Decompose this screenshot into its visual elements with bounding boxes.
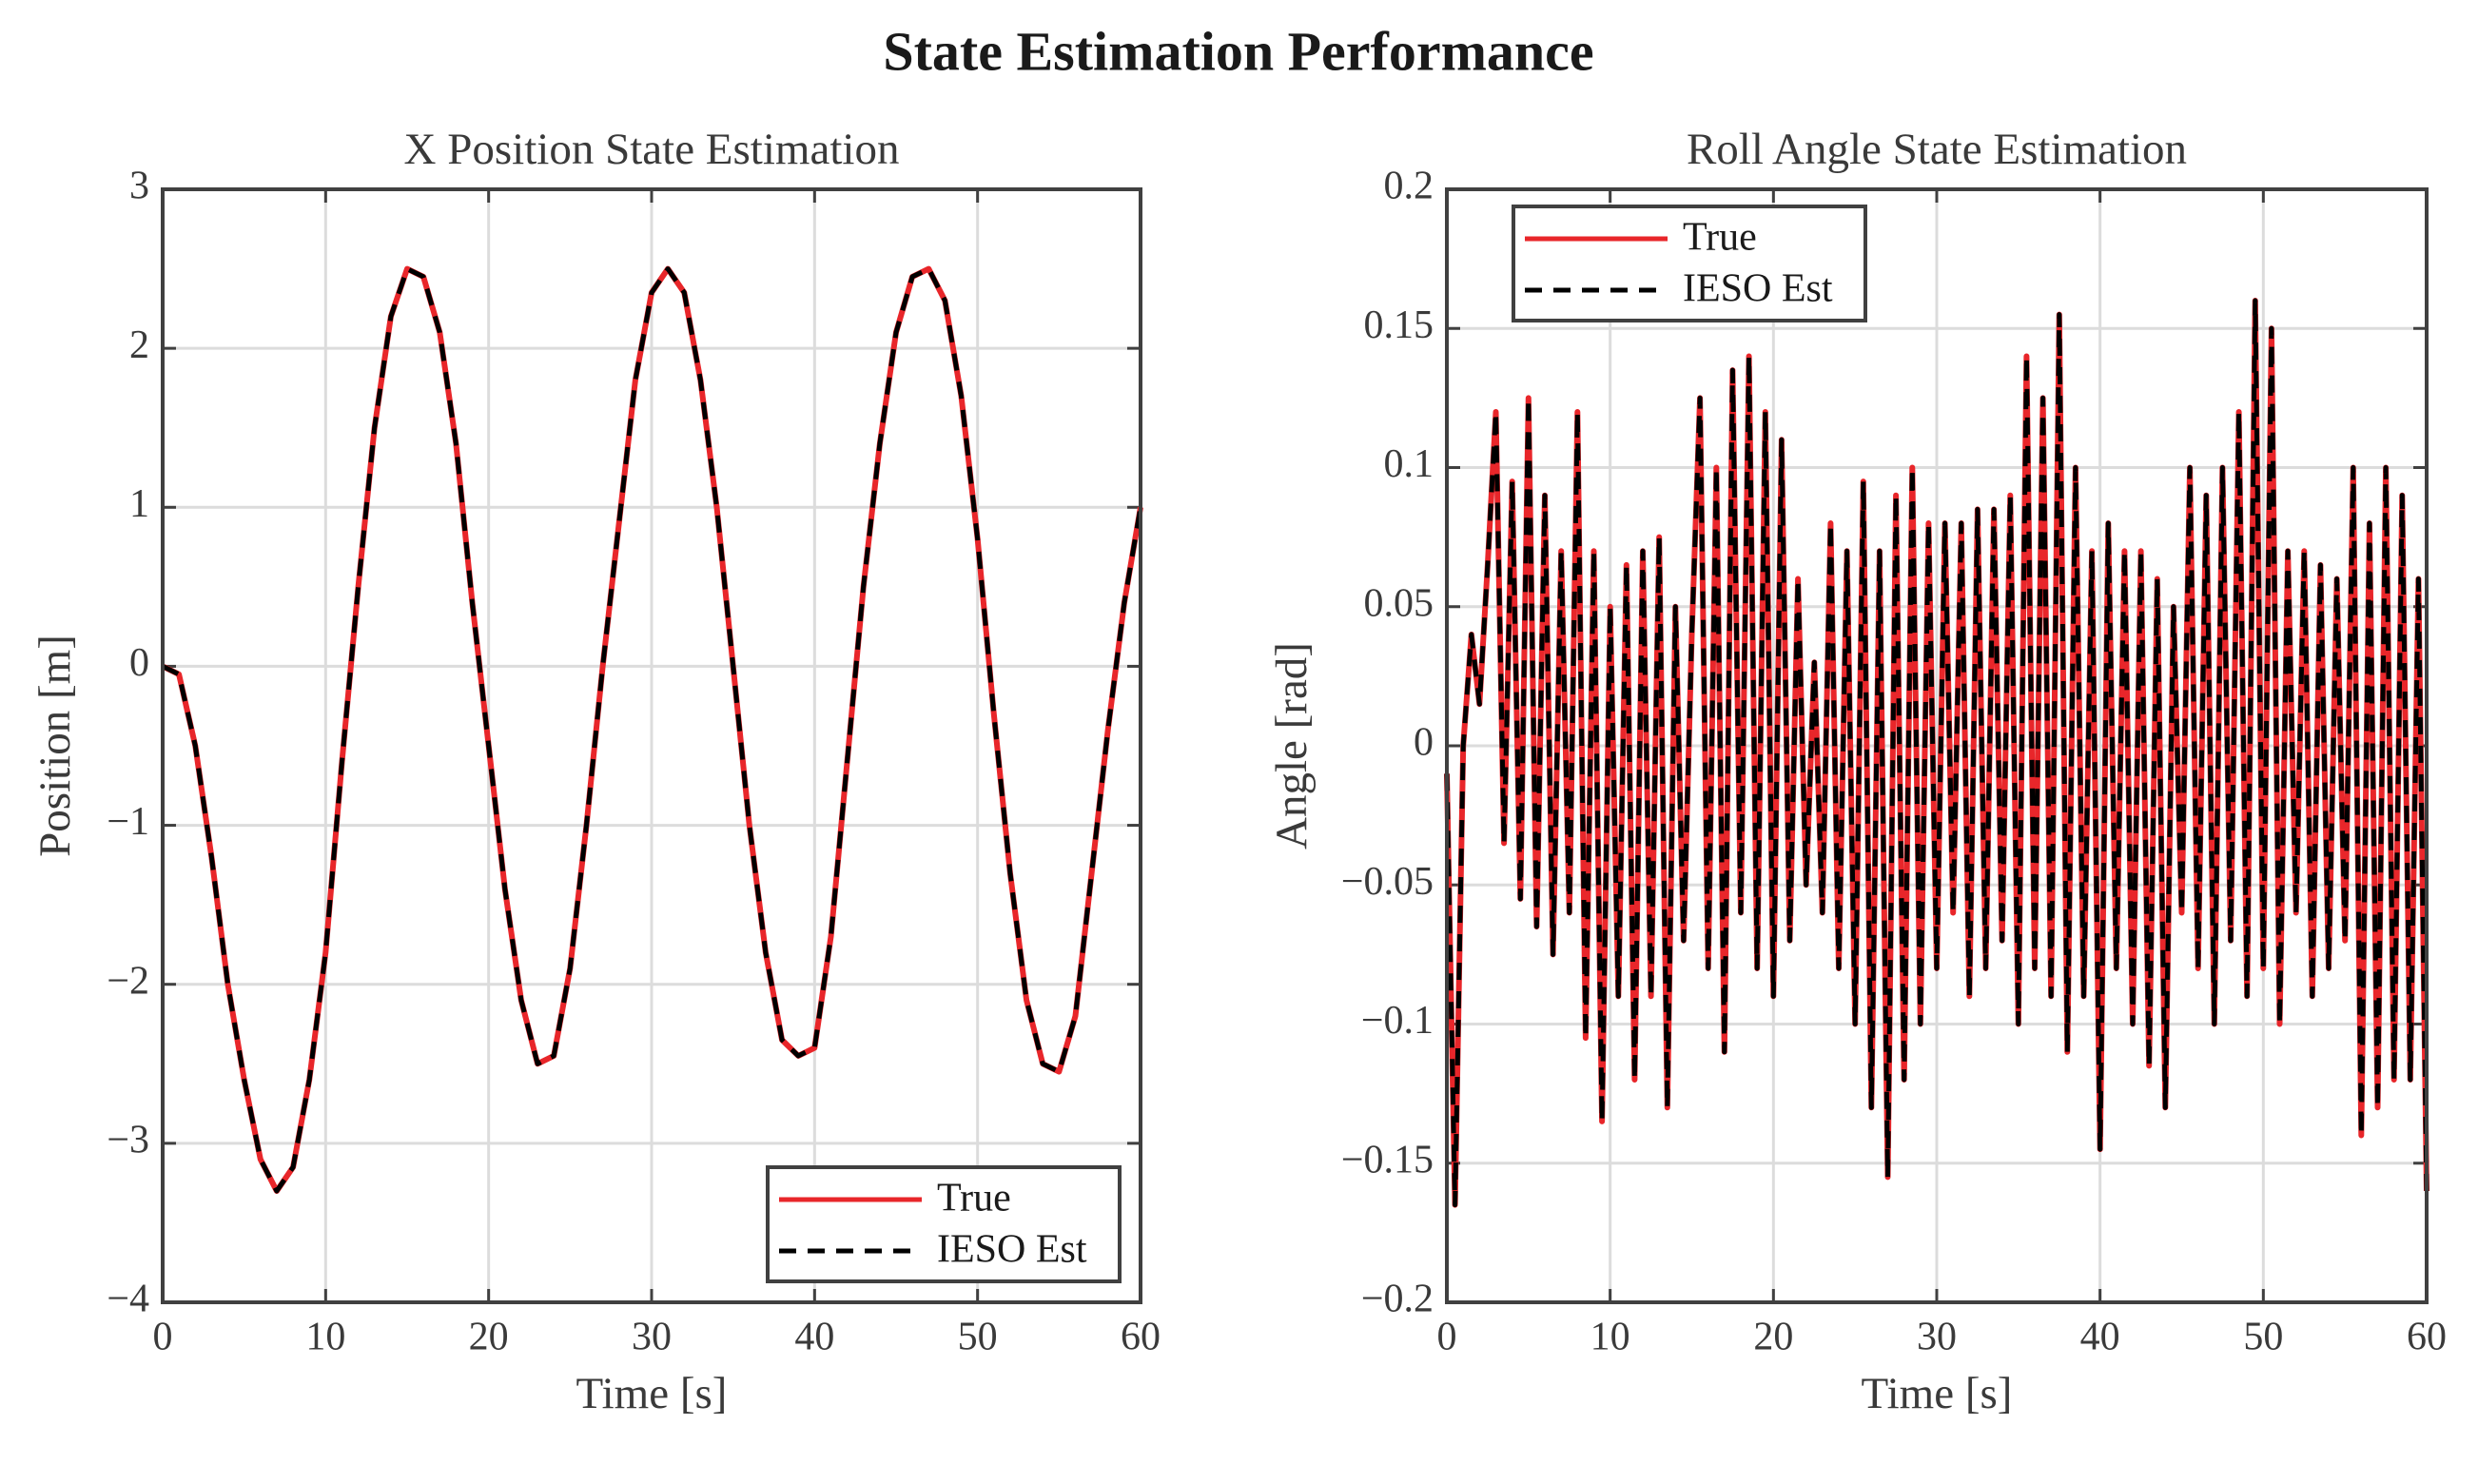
x-tick-label: 50 [2243,1316,2283,1359]
axes-title: Roll Angle State Estimation [1687,125,2187,174]
y-axis-label: Position [m] [30,635,80,857]
x-tick-label: 60 [2407,1316,2447,1359]
x-tick-label: 40 [2080,1316,2120,1359]
y-tick-label: −0.05 [1341,860,1434,904]
y-tick-label: 0.05 [1364,581,1434,625]
y-tick-label: −2 [107,959,149,1003]
x-axis-label: Time [s] [1862,1369,2013,1418]
y-tick-label: 3 [129,165,149,208]
axes-frame [161,187,1142,1304]
y-tick-label: 0 [1414,721,1434,765]
legend-label: True [1683,216,1757,260]
x-tick-label: 50 [958,1316,998,1359]
figure-title: State Estimation Performance [883,20,1593,82]
x-tick-label: 30 [1917,1316,1957,1359]
x-tick-label: 60 [1121,1316,1161,1359]
y-tick-label: −3 [107,1118,149,1162]
x-tick-label: 20 [1753,1316,1793,1359]
y-tick-label: −0.15 [1341,1138,1434,1181]
y-tick-label: 0.1 [1384,442,1434,486]
x-axis-label: Time [s] [576,1369,728,1418]
y-tick-label: −1 [107,800,149,844]
axes-frame [1445,187,2429,1304]
y-tick-label: 0.15 [1364,303,1434,347]
y-tick-label: 1 [129,482,149,526]
x-tick-label: 10 [305,1316,345,1359]
x-tick-label: 20 [469,1316,509,1359]
y-axis-label: Angle [rad] [1267,642,1317,849]
series-line [161,266,1143,1194]
legend-label: IESO Est [937,1228,1087,1272]
x-tick-label: 0 [153,1316,173,1359]
x-tick-label: 10 [1590,1316,1630,1359]
y-tick-label: 0 [129,641,149,685]
y-tick-label: −0.1 [1361,999,1434,1043]
axes-title: X Position State Estimation [404,125,900,174]
y-tick-label: 0.2 [1384,165,1434,208]
x-tick-label: 0 [1437,1316,1457,1359]
legend-label: IESO Est [1683,267,1833,311]
y-tick-label: −4 [107,1278,149,1321]
y-tick-label: 2 [129,323,149,367]
legend-box [766,1165,1122,1283]
x-tick-label: 30 [632,1316,672,1359]
x-tick-label: 40 [794,1316,834,1359]
legend-box [1512,205,1867,322]
legend-label: True [937,1177,1011,1220]
series-line [1444,298,2429,1208]
y-tick-label: −0.2 [1361,1278,1434,1321]
